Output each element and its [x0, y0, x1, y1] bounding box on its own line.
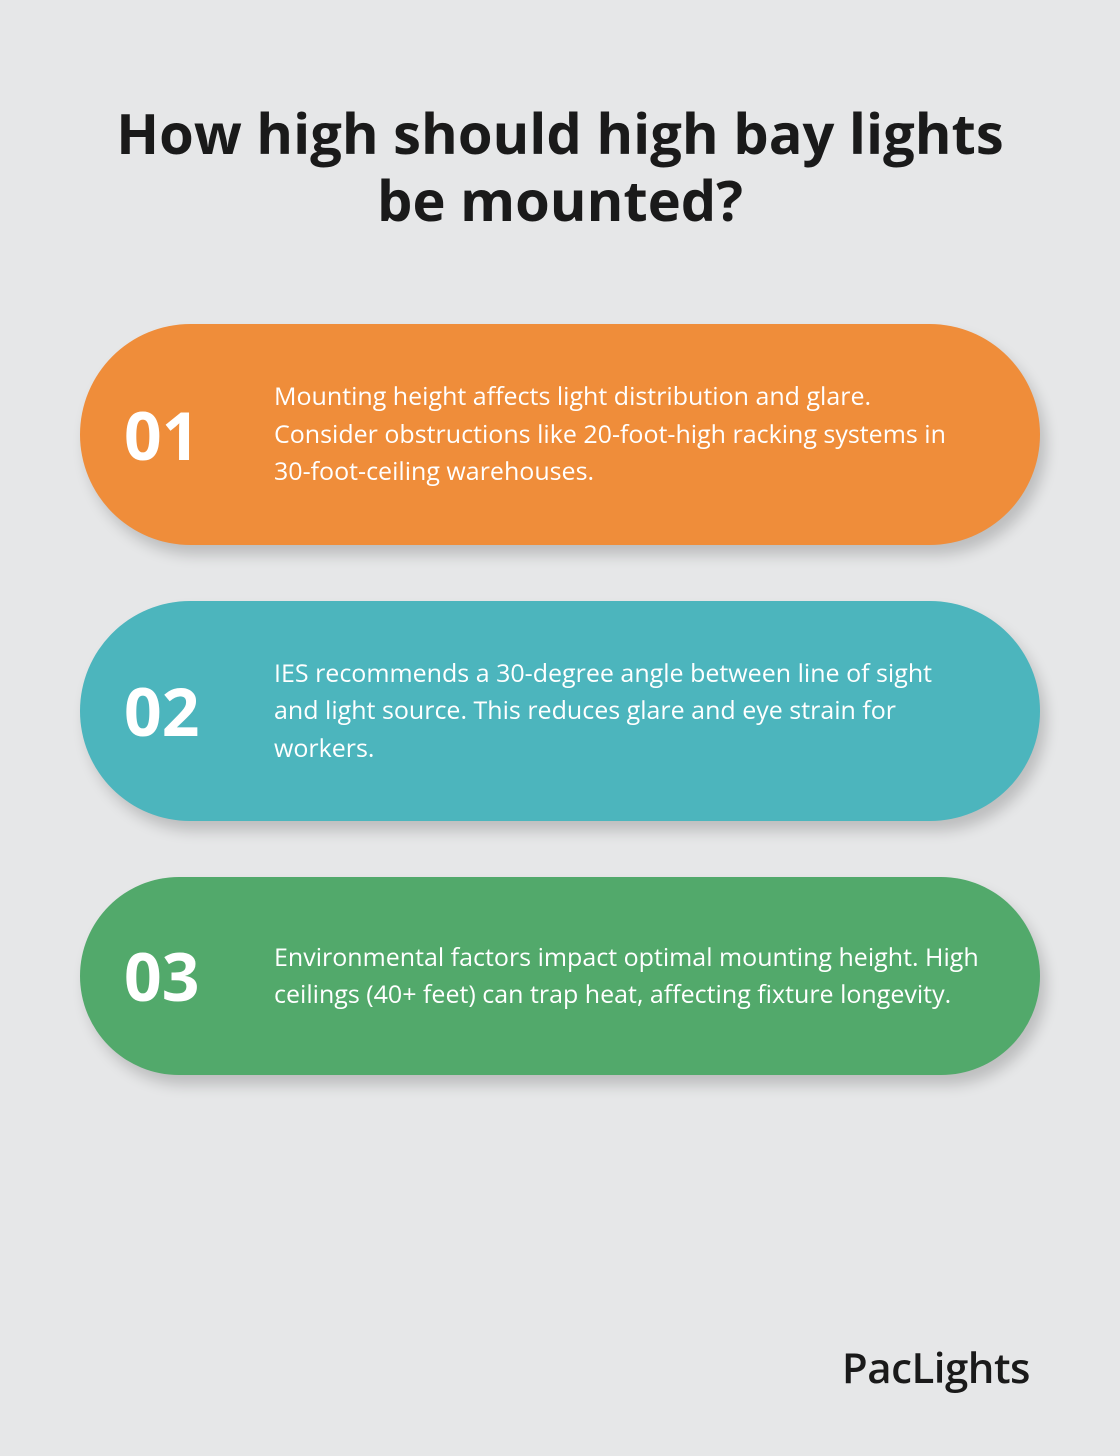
footer: PacLights: [80, 1339, 1040, 1396]
card-number-02: 02: [124, 666, 254, 756]
card-02: 02 IES recommends a 30-degree angle betw…: [80, 601, 1040, 822]
page-title: How high should high bay lights be mount…: [80, 100, 1040, 234]
card-number-01: 01: [124, 390, 254, 480]
card-text-03: Environmental factors impact optimal mou…: [274, 939, 980, 1014]
card-text-02: IES recommends a 30-degree angle between…: [274, 655, 980, 768]
card-text-01: Mounting height affects light distributi…: [274, 378, 980, 491]
card-number-03: 03: [124, 931, 254, 1021]
card-01: 01 Mounting height affects light distrib…: [80, 324, 1040, 545]
card-03: 03 Environmental factors impact optimal …: [80, 877, 1040, 1075]
brand-logo: PacLights: [80, 1339, 1030, 1396]
cards-container: 01 Mounting height affects light distrib…: [80, 324, 1040, 1075]
